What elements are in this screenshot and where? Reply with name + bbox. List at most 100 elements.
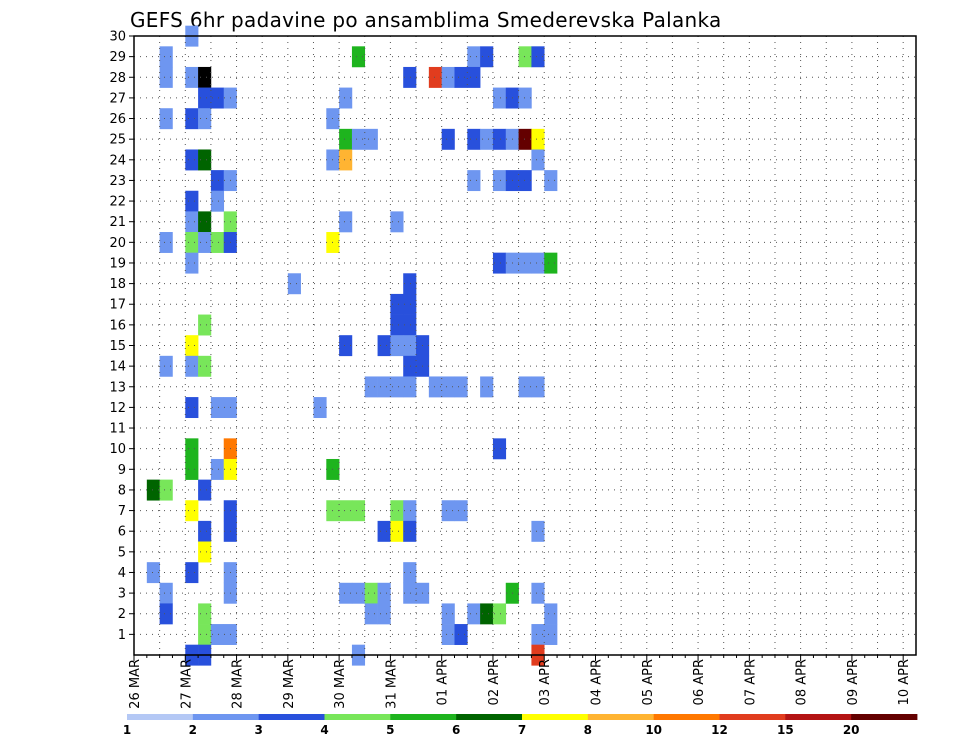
heatmap-cell [351, 582, 366, 604]
x-tick-label: 28 MAR [231, 659, 246, 709]
y-tick-label: 7 [118, 504, 126, 519]
heatmap-cell [198, 211, 212, 233]
y-tick-label: 15 [109, 339, 126, 354]
heatmap-cell [441, 128, 455, 150]
heatmap-cell [441, 66, 455, 88]
heatmap-cell [403, 293, 417, 315]
heatmap-cell [518, 170, 532, 192]
heatmap-cell [185, 397, 199, 419]
heatmap-cell [198, 355, 212, 377]
y-axis: 1234567891011121314151617181920212223242… [109, 30, 134, 643]
heatmap-cell [185, 149, 199, 171]
heatmap-cell [185, 355, 199, 377]
heatmap-cell [185, 458, 199, 480]
heatmap-cell [185, 190, 199, 212]
heatmap-cell [441, 603, 455, 625]
y-tick-label: 17 [109, 298, 126, 313]
heatmap-cell [364, 128, 378, 150]
legend-level-label: 3 [254, 723, 262, 737]
heatmap-cell [210, 170, 225, 192]
y-tick-label: 19 [109, 256, 126, 271]
y-tick-label: 29 [109, 50, 126, 65]
legend-level-label: 4 [320, 723, 328, 737]
heatmap-cell [454, 66, 468, 88]
heatmap-cell [287, 273, 301, 295]
heatmap-cell [531, 624, 545, 645]
legend-level-label: 5 [386, 723, 394, 737]
heatmap-cell [159, 46, 173, 68]
x-tick-label: 10 APR [897, 659, 912, 705]
y-tick-label: 27 [109, 91, 126, 106]
y-tick-label: 10 [109, 442, 126, 457]
heatmap-cell [185, 335, 199, 357]
heatmap-cell [198, 87, 212, 109]
heatmap-cell [377, 603, 391, 625]
legend-level-label: 10 [645, 723, 662, 737]
heatmap-cell [185, 500, 199, 522]
color-legend: 1 2 3 4 5 6 7 8 10 12 15 20 [123, 714, 918, 737]
heatmap-cell [198, 149, 212, 171]
heatmap-cell [531, 149, 545, 171]
heatmap-cell [198, 624, 212, 645]
heatmap-cell [146, 562, 160, 584]
heatmap-cell [544, 252, 558, 274]
legend-swatch [456, 714, 523, 720]
heatmap-cell [531, 520, 545, 542]
legend-swatch [653, 714, 720, 720]
y-tick-label: 16 [109, 318, 126, 333]
y-tick-label: 4 [118, 566, 126, 581]
heatmap-cell [544, 624, 558, 645]
heatmap-cell [185, 562, 199, 584]
x-axis: 26 MAR 27 MAR 28 MAR 29 MAR 30 MAR 31 MAR 01 A… [128, 655, 912, 709]
legend-level-label: 12 [711, 723, 728, 737]
legend-level-label: 8 [584, 723, 592, 737]
heatmap-cell [467, 603, 481, 625]
heatmap-cell [210, 397, 225, 419]
y-tick-label: 25 [109, 133, 126, 148]
heatmap-cell [159, 232, 173, 253]
legend-swatch [258, 714, 325, 720]
y-tick-label: 13 [109, 380, 126, 395]
chart-title: GEFS 6hr padavine po ansamblima Smederev… [130, 8, 722, 32]
y-tick-label: 12 [109, 401, 126, 416]
heatmap-cell [403, 500, 417, 522]
heatmap-cell [377, 582, 391, 604]
x-tick-label: 05 APR [641, 659, 656, 705]
y-tick-label: 1 [118, 628, 126, 643]
y-tick-label: 3 [118, 587, 126, 602]
heatmap-cells [146, 25, 558, 666]
heatmap-cell [159, 479, 173, 501]
heatmap-cell [185, 252, 199, 274]
heatmap-cell [403, 582, 417, 604]
heatmap-cell [390, 335, 404, 357]
heatmap-cell [198, 603, 212, 625]
grid-lines [133, 35, 916, 655]
heatmap-cell [159, 582, 173, 604]
x-tick-label: 27 MAR [179, 659, 194, 709]
heatmap-cell [198, 541, 212, 563]
heatmap-cell [492, 252, 507, 274]
heatmap-cell [480, 46, 494, 68]
heatmap-cell [351, 128, 366, 150]
x-tick-label: 26 MAR [128, 659, 143, 709]
heatmap-cell [403, 562, 417, 584]
heatmap-cell [544, 170, 558, 192]
y-tick-label: 6 [118, 525, 126, 540]
heatmap-cell [185, 438, 199, 460]
heatmap-cell [364, 376, 378, 398]
heatmap-cell [210, 232, 225, 253]
heatmap-cell [403, 355, 417, 377]
legend-swatch [127, 714, 194, 720]
x-tick-label: 30 MAR [333, 659, 348, 709]
heatmap-cell [351, 46, 366, 68]
heatmap-cell [492, 87, 507, 109]
y-tick-label: 5 [118, 545, 126, 560]
heatmap-cell [467, 128, 481, 150]
heatmap-cell [159, 66, 173, 88]
heatmap-cell [531, 582, 545, 604]
legend-level-label: 1 [123, 723, 131, 737]
y-tick-label: 21 [109, 215, 126, 230]
heatmap-cell [159, 603, 173, 625]
heatmap-cell [492, 170, 507, 192]
heatmap-cell [531, 252, 545, 274]
